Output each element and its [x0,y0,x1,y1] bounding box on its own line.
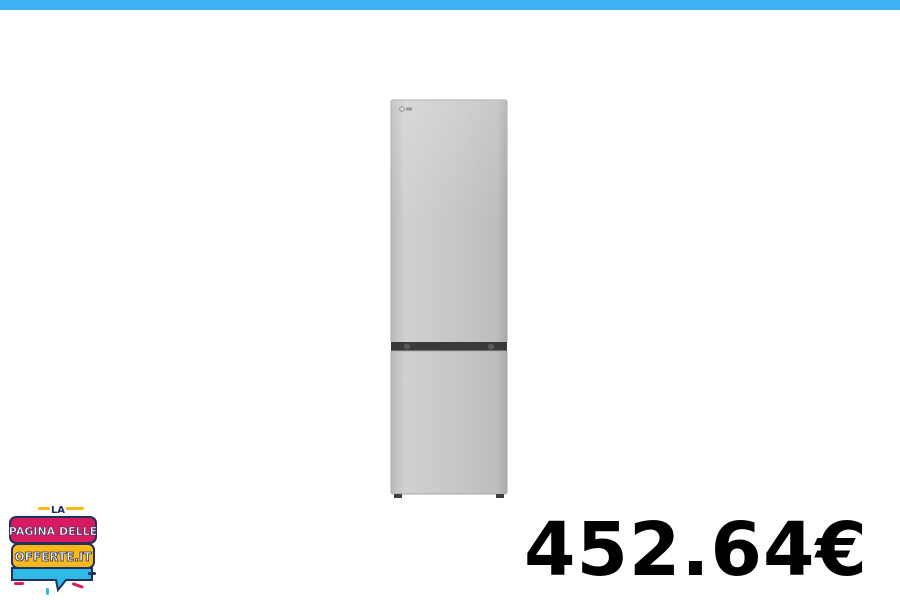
price-label: 452.64€ [523,507,868,593]
fridge-divider [391,342,507,351]
product-image [390,99,508,498]
logo-text-la: LA [51,505,65,516]
top-accent-bar [0,0,900,10]
logo-text-offerte: OFFERTE.IT [14,550,92,564]
logo-text-pagina-delle: PAGINA DELLE [9,525,97,538]
site-logo: LA PAGINA DELLE OFFERTE.IT [8,505,98,595]
fridge-lower-door [390,350,508,495]
lg-logo-icon [399,106,412,112]
